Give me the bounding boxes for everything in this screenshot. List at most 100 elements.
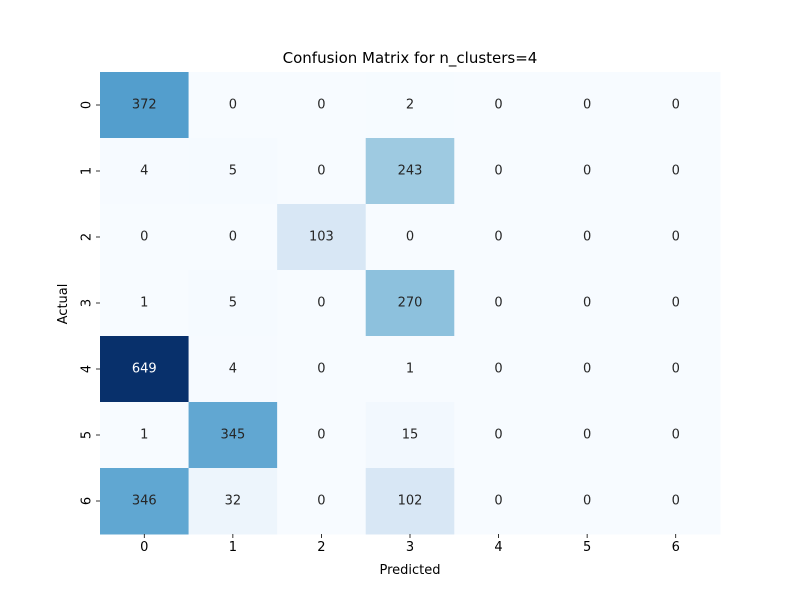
y-tick-label: 2 [80,233,95,241]
heatmap-cell-r6-c4 [454,468,544,535]
cell-value-label: 345 [220,428,245,443]
y-tick-label: 5 [80,431,95,439]
cell-value-label: 0 [672,98,680,113]
x-tick-label: 3 [406,540,414,555]
heatmap-cell-r4-c0 [100,336,190,403]
heatmap-cell-r1-c6 [631,138,721,205]
cell-value-label: 5 [229,164,237,179]
cell-value-label: 0 [583,164,591,179]
x-tick-label: 1 [229,540,237,555]
heatmap-cell-r6-c5 [542,468,632,535]
y-tick-label: 0 [80,101,95,109]
y-tick-label: 4 [80,365,95,373]
cell-value-label: 0 [229,98,237,113]
x-axis-ticks: 0 1 2 3 4 5 6 [140,534,680,555]
cell-value-label: 0 [317,362,325,377]
x-axis-label: Predicted [379,563,440,578]
cell-value-label: 0 [583,362,591,377]
cell-value-label: 0 [494,428,502,443]
cell-value-label: 0 [583,428,591,443]
cell-value-label: 15 [402,428,419,443]
cell-value-label: 0 [583,98,591,113]
cell-value-label: 103 [309,230,334,245]
heatmap-cell-r1-c3 [365,138,455,205]
cell-value-label: 4 [140,164,148,179]
cell-value-label: 0 [317,494,325,509]
cell-value-label: 270 [398,296,423,311]
cell-value-label: 102 [398,494,423,509]
heatmap-cell-r0-c4 [454,72,544,139]
cell-value-label: 32 [225,494,242,509]
heatmap-cell-r1-c2 [277,138,367,205]
heatmap-cell-r6-c3 [365,468,455,535]
heatmap-cell-r2-c1 [188,204,278,271]
heatmap-cell-r5-c6 [631,402,721,469]
heatmap-cell-r0-c2 [277,72,367,139]
heatmap-cell-r6-c6 [631,468,721,535]
cell-value-label: 0 [583,230,591,245]
cell-value-label: 0 [672,296,680,311]
heatmap-cell-r1-c0 [100,138,190,205]
heatmap-cell-r0-c1 [188,72,278,139]
heatmap-cell-r5-c2 [277,402,367,469]
heatmap-cells [100,72,721,535]
heatmap-cell-r5-c5 [542,402,632,469]
heatmap-cell-r3-c0 [100,270,190,337]
heatmap-cell-r6-c2 [277,468,367,535]
heatmap-cell-r6-c1 [188,468,278,535]
cell-value-label: 0 [494,98,502,113]
cell-value-label: 0 [494,230,502,245]
heatmap-cell-r4-c3 [365,336,455,403]
heatmap-cell-r4-c4 [454,336,544,403]
cell-value-label: 0 [317,428,325,443]
heatmap-cell-r2-c4 [454,204,544,271]
cell-value-label: 0 [672,362,680,377]
cell-value-label: 0 [583,296,591,311]
cell-value-label: 0 [672,428,680,443]
cell-value-label: 0 [494,296,502,311]
cell-value-label: 1 [406,362,414,377]
heatmap-cell-r5-c1 [188,402,278,469]
x-tick-label: 4 [494,540,502,555]
cell-value-label: 0 [317,98,325,113]
heatmap-cell-r0-c5 [542,72,632,139]
heatmap-cell-r4-c2 [277,336,367,403]
cell-value-label: 5 [229,296,237,311]
cell-value-label: 4 [229,362,237,377]
cell-value-label: 0 [672,164,680,179]
heatmap-cell-r1-c1 [188,138,278,205]
heatmap-cell-r6-c0 [100,468,190,535]
cell-value-label: 372 [132,98,157,113]
y-tick-label: 3 [80,299,95,307]
heatmap-cell-r2-c3 [365,204,455,271]
heatmap-cell-r5-c4 [454,402,544,469]
heatmap-cell-r4-c1 [188,336,278,403]
heatmap-cell-r0-c0 [100,72,190,139]
heatmap-cell-r3-c6 [631,270,721,337]
heatmap-cell-r2-c5 [542,204,632,271]
heatmap-cell-r3-c2 [277,270,367,337]
cell-value-label: 0 [494,362,502,377]
heatmap-cell-r1-c5 [542,138,632,205]
heatmap-cell-r5-c0 [100,402,190,469]
cell-value-label: 0 [229,230,237,245]
heatmap-cell-r2-c2 [277,204,367,271]
y-axis-label: Actual [56,284,71,325]
cell-value-label: 0 [317,164,325,179]
cell-value-label: 0 [406,230,414,245]
y-axis-ticks: 0 1 2 3 4 5 6 [80,101,100,505]
heatmap-cell-r0-c6 [631,72,721,139]
heatmap-cell-r4-c6 [631,336,721,403]
x-tick-label: 5 [583,540,591,555]
cell-value-label: 0 [672,494,680,509]
cell-value-label: 346 [132,494,157,509]
chart-title: Confusion Matrix for n_clusters=4 [283,49,538,68]
heatmap-cell-r3-c1 [188,270,278,337]
heatmap-cell-r3-c3 [365,270,455,337]
heatmap-cell-r3-c5 [542,270,632,337]
x-tick-label: 2 [317,540,325,555]
cell-value-label: 0 [494,164,502,179]
